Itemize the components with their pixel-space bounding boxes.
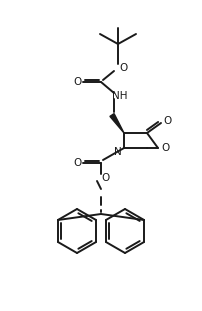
Text: O: O bbox=[163, 116, 171, 126]
Text: O: O bbox=[73, 77, 81, 87]
Text: NH: NH bbox=[112, 91, 128, 101]
Text: N: N bbox=[114, 147, 122, 157]
Text: O: O bbox=[73, 158, 81, 168]
Polygon shape bbox=[110, 114, 124, 133]
Text: O: O bbox=[102, 173, 110, 183]
Text: O: O bbox=[119, 63, 127, 73]
Text: O: O bbox=[161, 143, 169, 153]
